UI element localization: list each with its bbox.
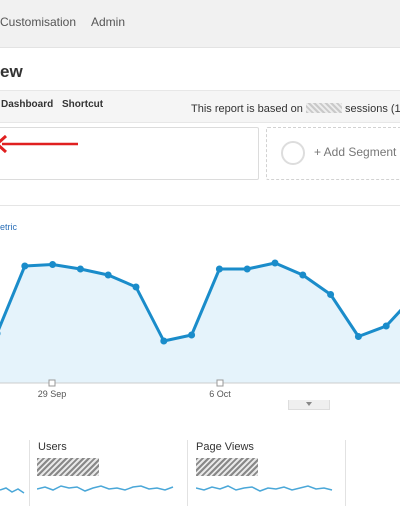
users-card-label: Users — [38, 441, 67, 453]
top-nav-bar: Customisation Admin — [0, 0, 400, 48]
shortcut-button[interactable]: Shortcut — [62, 99, 104, 110]
select-metric-link[interactable]: etric — [0, 222, 18, 232]
card-divider-1 — [29, 440, 30, 506]
collapse-chart-tab[interactable] — [288, 400, 330, 410]
sampling-note-suffix: sessions (10 — [345, 103, 400, 115]
chart-area-fill — [0, 263, 400, 383]
x-tick-label: 6 Oct — [209, 389, 231, 399]
chart-point[interactable] — [299, 271, 307, 279]
chart-series-line — [0, 261, 400, 343]
chart-point[interactable] — [354, 333, 362, 340]
chart-point[interactable] — [160, 337, 168, 345]
chart-point[interactable] — [104, 271, 112, 279]
dashboard-button[interactable]: Dashboard — [1, 99, 54, 110]
users-card-value-redacted — [37, 458, 99, 476]
sampling-note: This report is based on sessions (10 — [191, 103, 400, 115]
chart-point[interactable] — [188, 331, 196, 339]
nav-admin[interactable]: Admin — [91, 15, 126, 29]
add-segment-label: + Add Segment — [314, 145, 397, 159]
users-sparkline — [37, 485, 174, 492]
card-divider-3 — [345, 440, 346, 506]
add-segment-button[interactable]: + Add Segment — [266, 127, 400, 180]
sessions-sparkline-partial — [0, 487, 25, 494]
annotation-marker[interactable] — [216, 379, 224, 387]
chart-point[interactable] — [271, 259, 279, 267]
page-views-sparkline — [196, 485, 333, 492]
chevron-down-icon — [306, 402, 312, 406]
segment-placeholder-circle-icon — [281, 141, 305, 165]
chart-point[interactable] — [49, 261, 57, 268]
report-toolbar: Dashboard Shortcut This report is based … — [0, 90, 400, 123]
nav-customisation[interactable]: Customisation — [0, 15, 77, 29]
x-tick-label: 29 Sep — [38, 389, 67, 399]
chart-point[interactable] — [132, 283, 140, 291]
x-axis-ticks: 29 Sep 6 Oct — [38, 379, 231, 399]
chart-point[interactable] — [0, 330, 1, 337]
annotation-marker[interactable] — [48, 379, 56, 387]
chart-point[interactable] — [243, 265, 251, 273]
chart-point[interactable] — [382, 322, 390, 330]
chart-point[interactable] — [76, 265, 84, 273]
chart-points — [0, 259, 390, 345]
page-views-card-label: Page Views — [196, 441, 254, 453]
chart-point[interactable] — [21, 262, 29, 270]
page-title: ew — [0, 62, 23, 81]
all-sessions-segment[interactable] — [0, 127, 259, 180]
chart-point[interactable] — [327, 291, 335, 298]
redacted-session-count — [305, 103, 342, 113]
page-views-card-value-redacted — [196, 458, 258, 476]
chart-top-divider — [0, 205, 400, 206]
sampling-note-prefix: This report is based on — [191, 103, 303, 115]
chart-point[interactable] — [215, 265, 223, 273]
card-divider-2 — [187, 440, 188, 506]
